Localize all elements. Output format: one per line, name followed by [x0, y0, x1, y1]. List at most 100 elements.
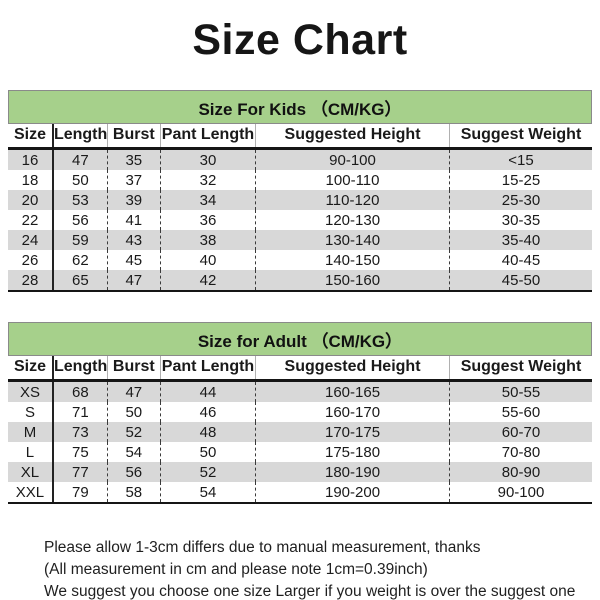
table-row: 20 53 39 34 110-120 25-30: [8, 190, 592, 210]
column-header: Length: [51, 124, 107, 150]
table-cell: 47: [51, 148, 108, 170]
adult-table-body: XS 68 47 44 160-165 50-55 S 71 50 46 160-170 55-60 M…: [8, 380, 592, 504]
table-cell: 50: [106, 402, 161, 422]
table-row: 28 65 47 42 150-160 45-50: [8, 270, 592, 292]
kids-size-table: Size Length Burst Pant Length Suggested Heig…: [8, 124, 592, 292]
column-header: Suggested Height: [255, 356, 450, 382]
table-cell: <15: [448, 148, 592, 170]
table-cell: 35: [106, 148, 161, 170]
table-cell: 90-100: [448, 482, 592, 504]
table-cell: 50: [51, 170, 108, 190]
table-cell: 71: [51, 402, 108, 422]
table-cell: 50: [159, 442, 256, 462]
kids-table-body: 16 47 35 30 90-100 <15 18 50 37 32 100-110 15-25 20 5…: [8, 148, 592, 292]
kids-table-header: Size Length Burst Pant Length Suggested Heig…: [8, 124, 592, 150]
table-cell: 20: [21, 191, 39, 209]
table-cell: 16: [21, 151, 39, 169]
table-row: 26 62 45 40 140-150 40-45: [8, 250, 592, 270]
table-cell: 140-150: [255, 250, 450, 270]
table-cell: 53: [51, 190, 108, 210]
table-cell: 45-50: [448, 270, 592, 292]
column-header: Pant Length: [159, 356, 256, 382]
table-cell: 55-60: [448, 402, 592, 422]
table-cell: 68: [51, 380, 108, 402]
table-cell: 79: [51, 482, 108, 504]
table-cell: 80-90: [448, 462, 592, 482]
note-line: We suggest you choose one size Larger if…: [44, 583, 576, 600]
table-cell: 41: [106, 210, 161, 230]
table-cell: 30: [159, 148, 256, 170]
table-cell: 75: [51, 442, 108, 462]
table-cell: 62: [51, 250, 108, 270]
table-cell: 38: [159, 230, 256, 250]
table-cell: 175-180: [255, 442, 450, 462]
table-cell: 18: [21, 171, 39, 189]
table-row: 16 47 35 30 90-100 <15: [8, 148, 592, 170]
table-row: M 73 52 48 170-175 60-70: [8, 422, 592, 442]
table-cell: 110-120: [255, 190, 450, 210]
table-cell: 43: [106, 230, 161, 250]
table-row: XXL 79 58 54 190-200 90-100: [8, 482, 592, 504]
table-cell: 160-165: [255, 380, 450, 402]
table-cell: 170-175: [255, 422, 450, 442]
table-cell: 100-110: [255, 170, 450, 190]
column-header: Suggest Weight: [448, 356, 592, 382]
table-row: XL 77 56 52 180-190 80-90: [8, 462, 592, 482]
column-header: Suggest Weight: [448, 124, 592, 150]
column-header: Size: [8, 124, 53, 150]
page-title: Size Chart: [192, 16, 408, 64]
table-cell: 52: [106, 422, 161, 442]
table-cell: 48: [159, 422, 256, 442]
table-cell: 39: [106, 190, 161, 210]
table-cell: 77: [51, 462, 108, 482]
table-cell: 42: [159, 270, 256, 292]
column-header: Suggested Height: [255, 124, 450, 150]
table-cell: XXL: [8, 482, 53, 504]
table-cell: XL: [20, 463, 40, 481]
table-cell: 46: [159, 402, 256, 422]
column-header: Size: [8, 356, 53, 382]
table-cell: 160-170: [255, 402, 450, 422]
table-cell: 44: [159, 380, 256, 402]
table-cell: 37: [106, 170, 161, 190]
table-cell: 150-160: [255, 270, 450, 292]
column-header: Pant Length: [159, 124, 256, 150]
header-row: Size Length Burst Pant Length Suggested Heig…: [8, 356, 592, 382]
table-row: 22 56 41 36 120-130 30-35: [8, 210, 592, 230]
table-cell: 36: [159, 210, 256, 230]
table-cell: 54: [106, 442, 161, 462]
table-cell: 190-200: [255, 482, 450, 504]
table-row: 18 50 37 32 100-110 15-25: [8, 170, 592, 190]
table-cell: S: [24, 403, 35, 421]
measurement-notes: Please allow 1-3cm differs due to manual…: [44, 537, 590, 600]
table-cell: 35-40: [448, 230, 592, 250]
table-cell: 30-35: [448, 210, 592, 230]
table-row: L 75 54 50 175-180 70-80: [8, 442, 592, 462]
table-cell: 180-190: [255, 462, 450, 482]
table-cell: 52: [159, 462, 256, 482]
note-line: (All measurement in cm and please note 1…: [44, 561, 428, 578]
table-cell: 120-130: [255, 210, 450, 230]
table-cell: 45: [106, 250, 161, 270]
adult-section-header: Size for Adult （CM/KG）: [8, 322, 592, 356]
table-cell: 56: [51, 210, 108, 230]
table-cell: XS: [19, 383, 40, 401]
table-cell: 22: [21, 211, 39, 229]
table-cell: 50-55: [448, 380, 592, 402]
note-line: Please allow 1-3cm differs due to manual…: [44, 539, 481, 556]
table-cell: 40-45: [448, 250, 592, 270]
table-cell: 25-30: [448, 190, 592, 210]
table-cell: 130-140: [255, 230, 450, 250]
table-cell: 47: [106, 380, 161, 402]
table-cell: 73: [51, 422, 108, 442]
table-cell: 34: [159, 190, 256, 210]
header-row: Size Length Burst Pant Length Suggested Heig…: [8, 124, 592, 150]
table-cell: 60-70: [448, 422, 592, 442]
table-cell: 26: [21, 251, 39, 269]
column-header: Burst: [106, 356, 161, 382]
table-cell: 28: [8, 270, 53, 292]
table-cell: 70-80: [448, 442, 592, 462]
table-cell: 58: [106, 482, 161, 504]
table-cell: M: [23, 423, 37, 441]
table-cell: 40: [159, 250, 256, 270]
